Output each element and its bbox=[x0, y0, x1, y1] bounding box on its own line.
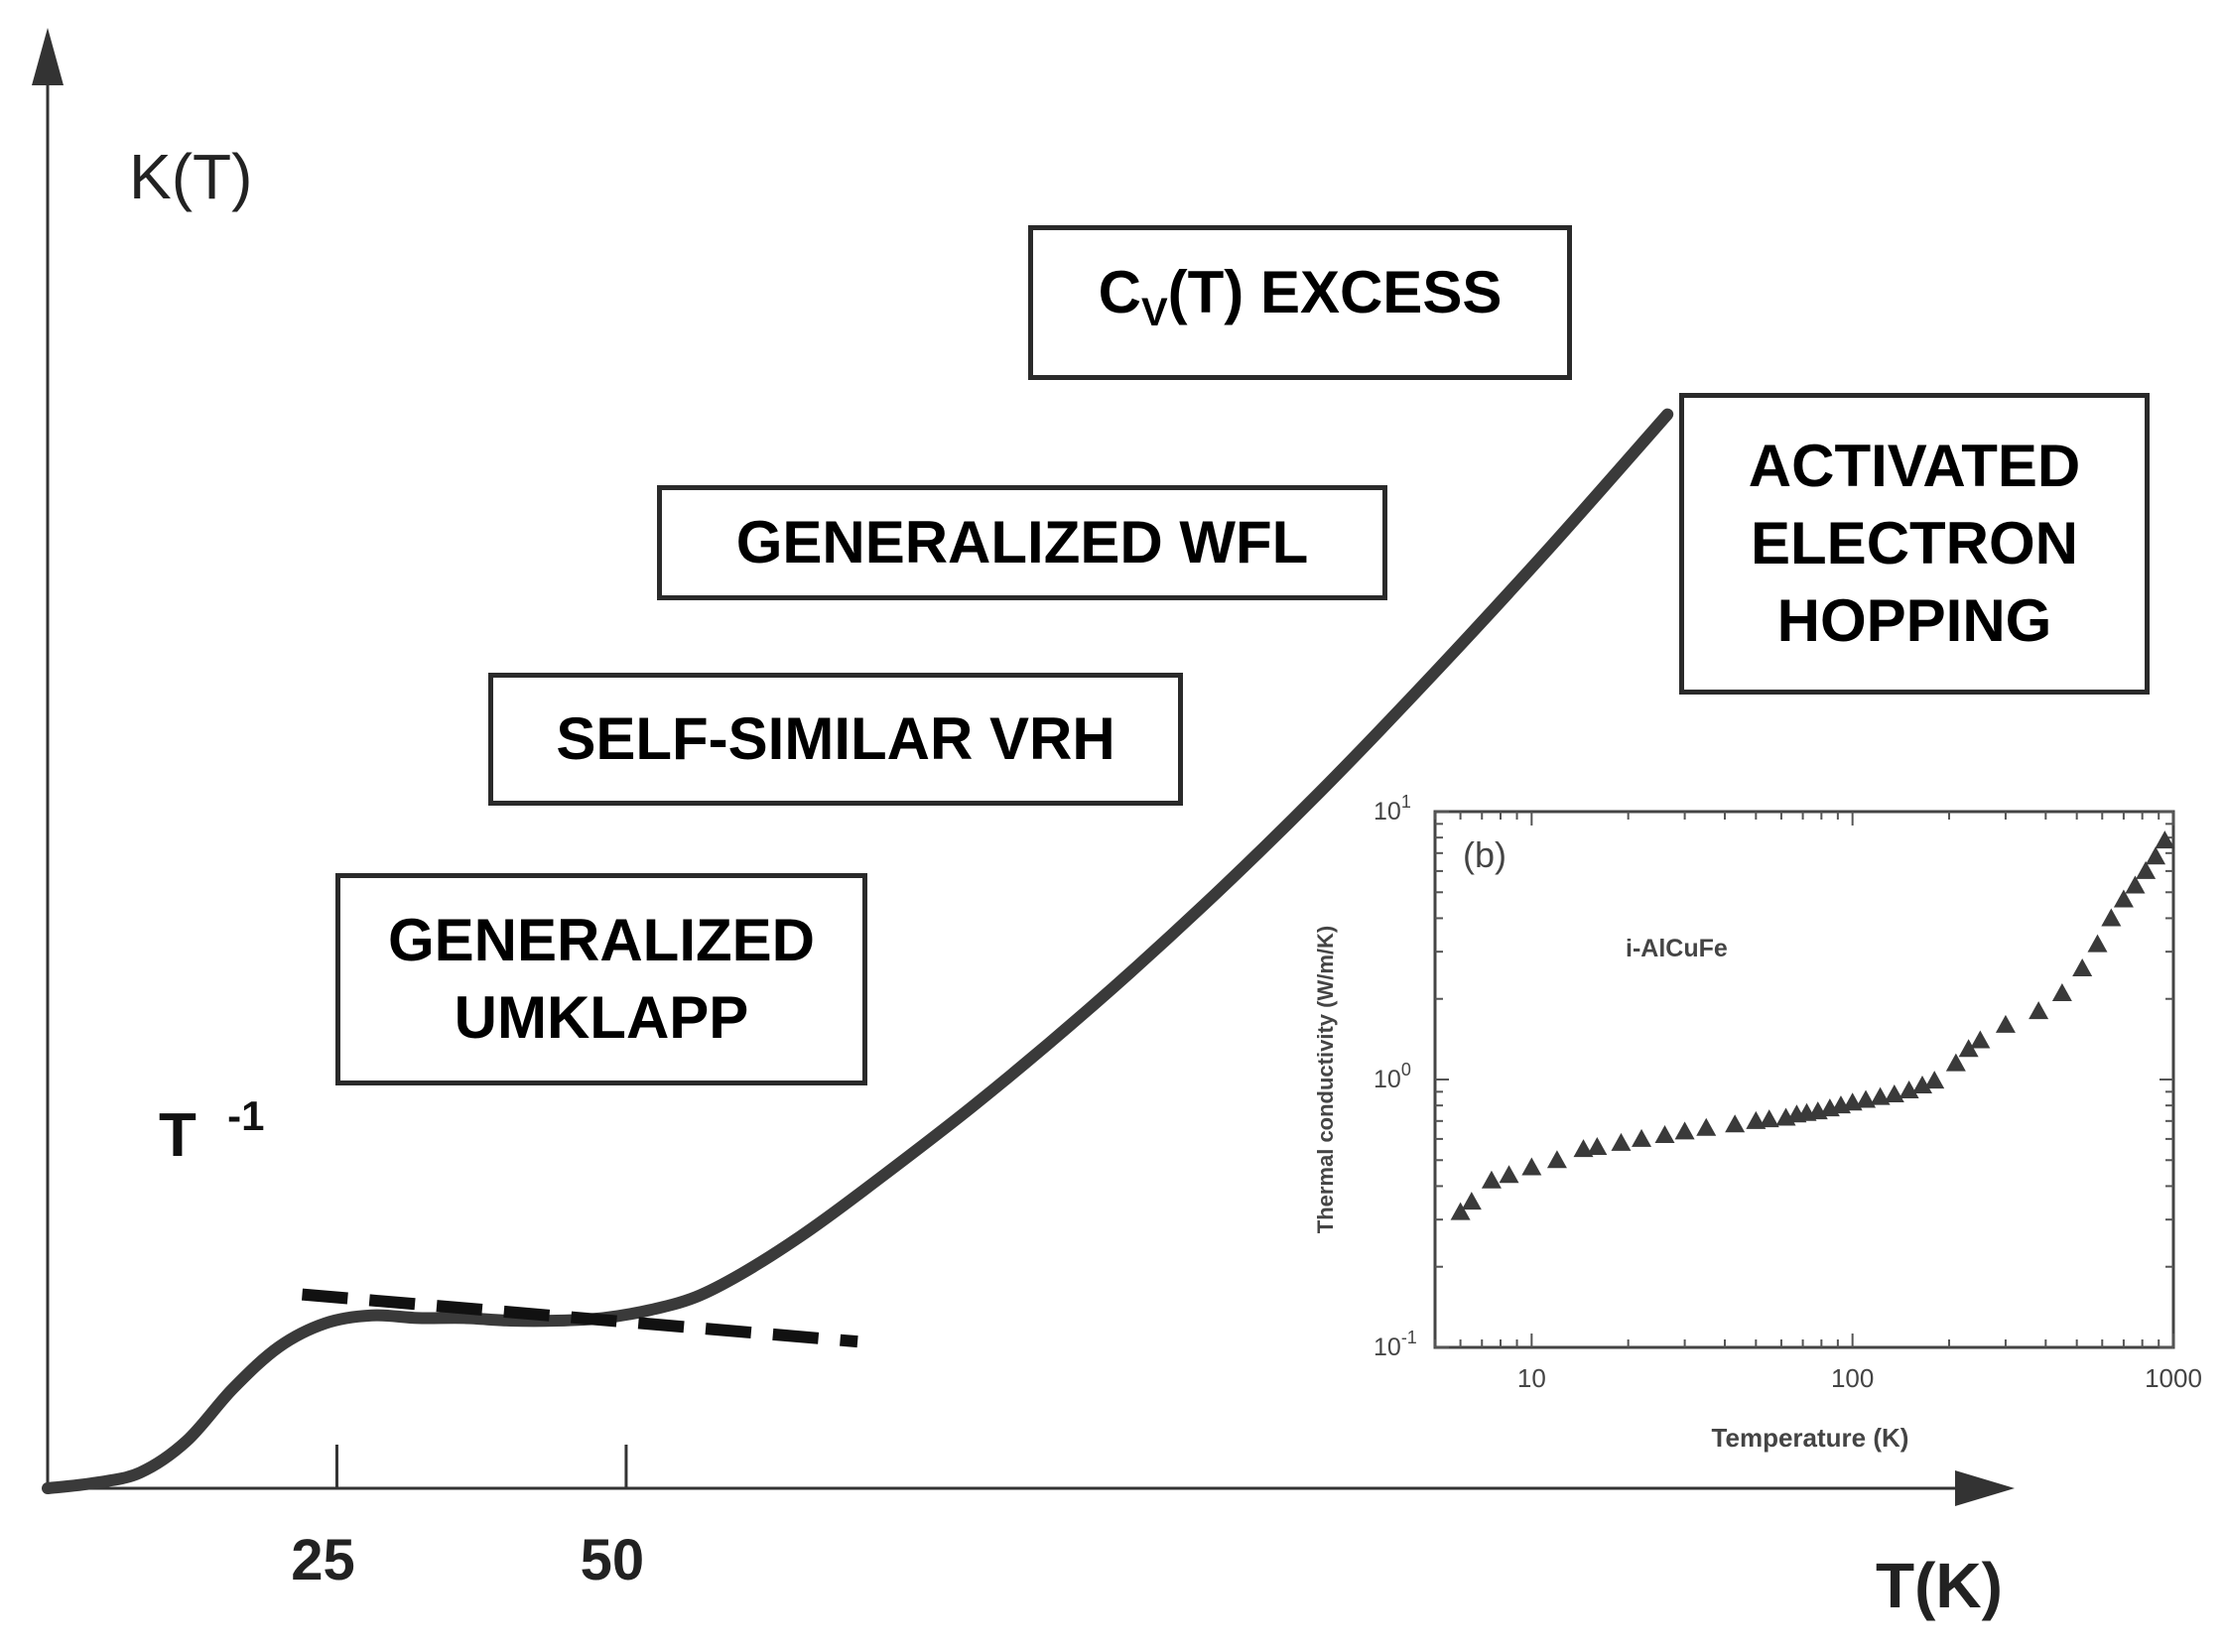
series-curve bbox=[42, 408, 1674, 1494]
generalized-wfl-box: GENERALIZED WFL bbox=[657, 485, 1387, 600]
self-similar-vrh-text: SELF-SIMILAR VRH bbox=[556, 705, 1115, 772]
generalized-wfl-text: GENERALIZED WFL bbox=[735, 509, 1309, 575]
cv-c: C bbox=[1098, 259, 1141, 325]
hopping-line-2: ELECTRON bbox=[1751, 510, 2078, 576]
hopping-line-1: ACTIVATED bbox=[1748, 433, 2081, 499]
umklapp-line-2: UMKLAPP bbox=[454, 984, 749, 1051]
cv-sub: V bbox=[1140, 291, 1168, 334]
hopping-line-3: HOPPING bbox=[1776, 587, 2052, 654]
y-axis-label: K(T) bbox=[129, 141, 252, 212]
t-inverse-base: T bbox=[159, 1101, 196, 1170]
x-axis-label: T(K) bbox=[1876, 1550, 2003, 1621]
t-inverse-label: T -1 bbox=[159, 1092, 264, 1170]
y-axis-arrow bbox=[32, 28, 64, 85]
t-inverse-line bbox=[301, 1288, 858, 1348]
cv-rest: (T) EXCESS bbox=[1167, 259, 1503, 325]
x-ticks: 25 50 bbox=[291, 1445, 644, 1592]
cv-excess-text: CV(T) EXCESS bbox=[1099, 254, 1503, 351]
t-inverse-exp: -1 bbox=[227, 1092, 264, 1139]
umklapp-line-1: GENERALIZED bbox=[387, 907, 816, 973]
self-similar-vrh-box: SELF-SIMILAR VRH bbox=[488, 673, 1183, 806]
x-tick-label-1: 50 bbox=[581, 1528, 645, 1592]
activated-hopping-box: ACTIVATED ELECTRON HOPPING bbox=[1679, 393, 2150, 695]
generalized-umklapp-box: GENERALIZED UMKLAPP bbox=[335, 873, 867, 1085]
cv-excess-box: CV(T) EXCESS bbox=[1028, 225, 1572, 380]
x-axis-arrow bbox=[1955, 1470, 2015, 1506]
x-tick-label-0: 25 bbox=[291, 1528, 355, 1592]
